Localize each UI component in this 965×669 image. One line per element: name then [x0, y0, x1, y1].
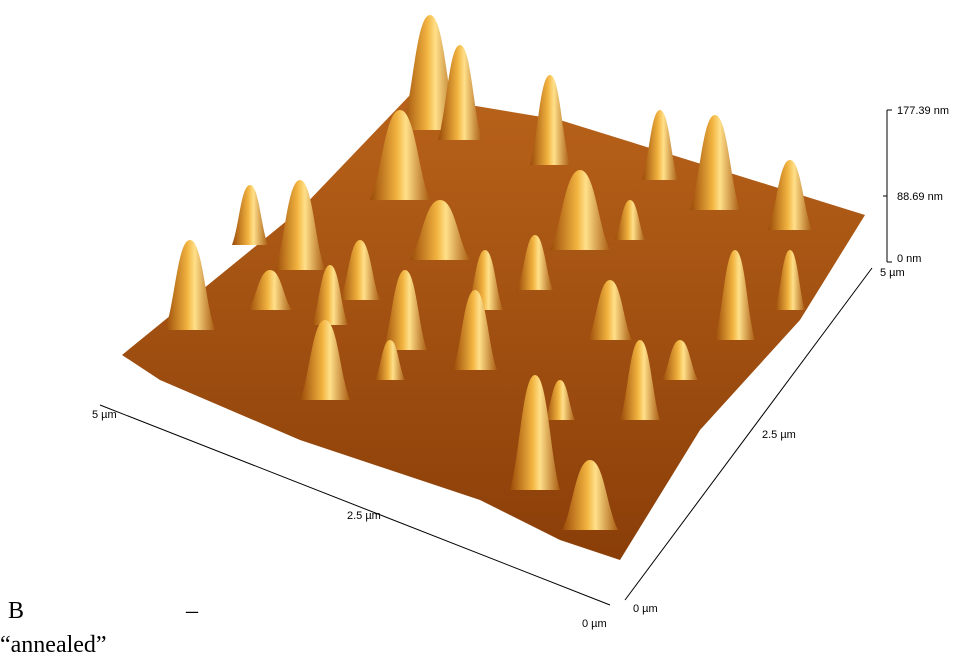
peak [550, 170, 610, 250]
peak [715, 250, 755, 340]
y-tick-label: 2.5 µm [762, 429, 796, 441]
peak [642, 110, 678, 180]
peak [620, 340, 660, 420]
z-tick-label: 88.69 nm [897, 191, 943, 203]
peak [768, 160, 812, 230]
y-tick-label: 0 µm [633, 603, 658, 615]
peak [588, 280, 632, 340]
peak [375, 340, 405, 380]
peak [402, 15, 458, 130]
peak [775, 250, 805, 310]
peak [453, 290, 497, 370]
caption-text: “annealed” [0, 632, 107, 658]
caption-dash: – [186, 598, 198, 624]
x-tick-label: 5 µm [92, 409, 117, 421]
y-axis-line [624, 267, 873, 601]
peak [300, 320, 350, 400]
peak [312, 265, 348, 325]
peak [517, 235, 553, 290]
peak [662, 340, 698, 380]
peak [615, 200, 645, 240]
x-tick-label: 0 µm [582, 618, 607, 630]
peak [410, 200, 470, 260]
peak [438, 45, 482, 140]
peak [370, 110, 430, 200]
peak [562, 460, 618, 530]
peaks [165, 15, 812, 530]
peak [248, 270, 292, 310]
peak [690, 115, 740, 210]
y-tick-label: 5 µm [880, 267, 905, 279]
peak [232, 185, 268, 245]
peak [530, 75, 570, 165]
surface [122, 95, 865, 560]
peak [383, 270, 427, 350]
x-axis-line [99, 404, 611, 606]
z-tick-label: 177.39 nm [897, 105, 949, 117]
z-tick-label: 0 nm [897, 253, 921, 265]
caption-label: B [8, 598, 25, 624]
x-tick-label: 2.5 µm [347, 510, 381, 522]
peak [340, 240, 380, 300]
peak [165, 240, 215, 330]
peak [275, 180, 325, 270]
peak [510, 375, 560, 490]
peak [545, 380, 575, 420]
